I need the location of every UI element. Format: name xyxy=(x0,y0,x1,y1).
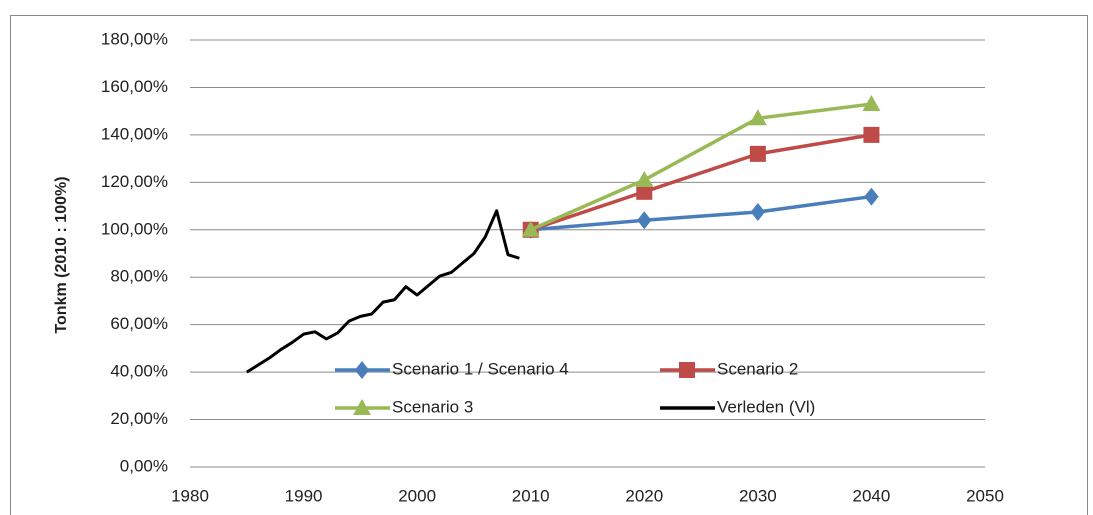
y-tick-label: 80,00% xyxy=(110,267,168,286)
marker xyxy=(748,109,767,126)
x-tick-label: 1990 xyxy=(285,486,323,505)
marker xyxy=(354,361,370,379)
x-tick-label: 2010 xyxy=(512,486,550,505)
x-tick-label: 2000 xyxy=(398,486,436,505)
series-line xyxy=(245,209,520,374)
chart-frame xyxy=(10,15,1088,515)
series-line xyxy=(530,102,872,232)
marker xyxy=(637,211,652,230)
marker xyxy=(750,202,766,221)
marker xyxy=(864,187,879,206)
series-line xyxy=(530,194,872,232)
y-tick-label: 120,00% xyxy=(101,172,168,191)
x-tick-label: 2050 xyxy=(966,486,1004,505)
marker xyxy=(863,126,880,143)
legend-item: Scenario 1 / Scenario 4 xyxy=(335,359,569,379)
y-tick-label: 140,00% xyxy=(101,124,168,143)
marker xyxy=(636,183,653,200)
y-axis-label: Tonkm (2010 : 100%) xyxy=(53,176,70,333)
marker xyxy=(353,399,371,415)
y-tick-label: 20,00% xyxy=(110,409,168,428)
legend-label: Scenario 1 / Scenario 4 xyxy=(392,359,569,378)
x-tick-label: 1980 xyxy=(171,486,209,505)
y-tick-label: 40,00% xyxy=(110,362,168,381)
legend-label: Scenario 2 xyxy=(717,359,798,378)
legend-item: Scenario 3 xyxy=(335,397,473,416)
x-tick-label: 2040 xyxy=(853,486,891,505)
y-tick-label: 160,00% xyxy=(101,77,168,96)
marker xyxy=(862,95,881,112)
x-tick-label: 2020 xyxy=(625,486,663,505)
legend-label: Verleden (Vl) xyxy=(717,397,815,416)
legend-item: Scenario 2 xyxy=(660,359,798,378)
x-tick-label: 2030 xyxy=(739,486,777,505)
y-tick-label: 180,00% xyxy=(101,29,168,48)
series-line xyxy=(530,133,872,232)
legend-label: Scenario 3 xyxy=(392,397,473,416)
marker xyxy=(679,362,695,378)
marker xyxy=(635,170,654,187)
y-tick-label: 100,00% xyxy=(101,219,168,238)
marker xyxy=(749,145,766,162)
y-tick-label: 0,00% xyxy=(120,456,168,475)
y-tick-label: 60,00% xyxy=(110,314,168,333)
legend-item: Verleden (Vl) xyxy=(660,397,815,416)
marker xyxy=(521,220,540,237)
